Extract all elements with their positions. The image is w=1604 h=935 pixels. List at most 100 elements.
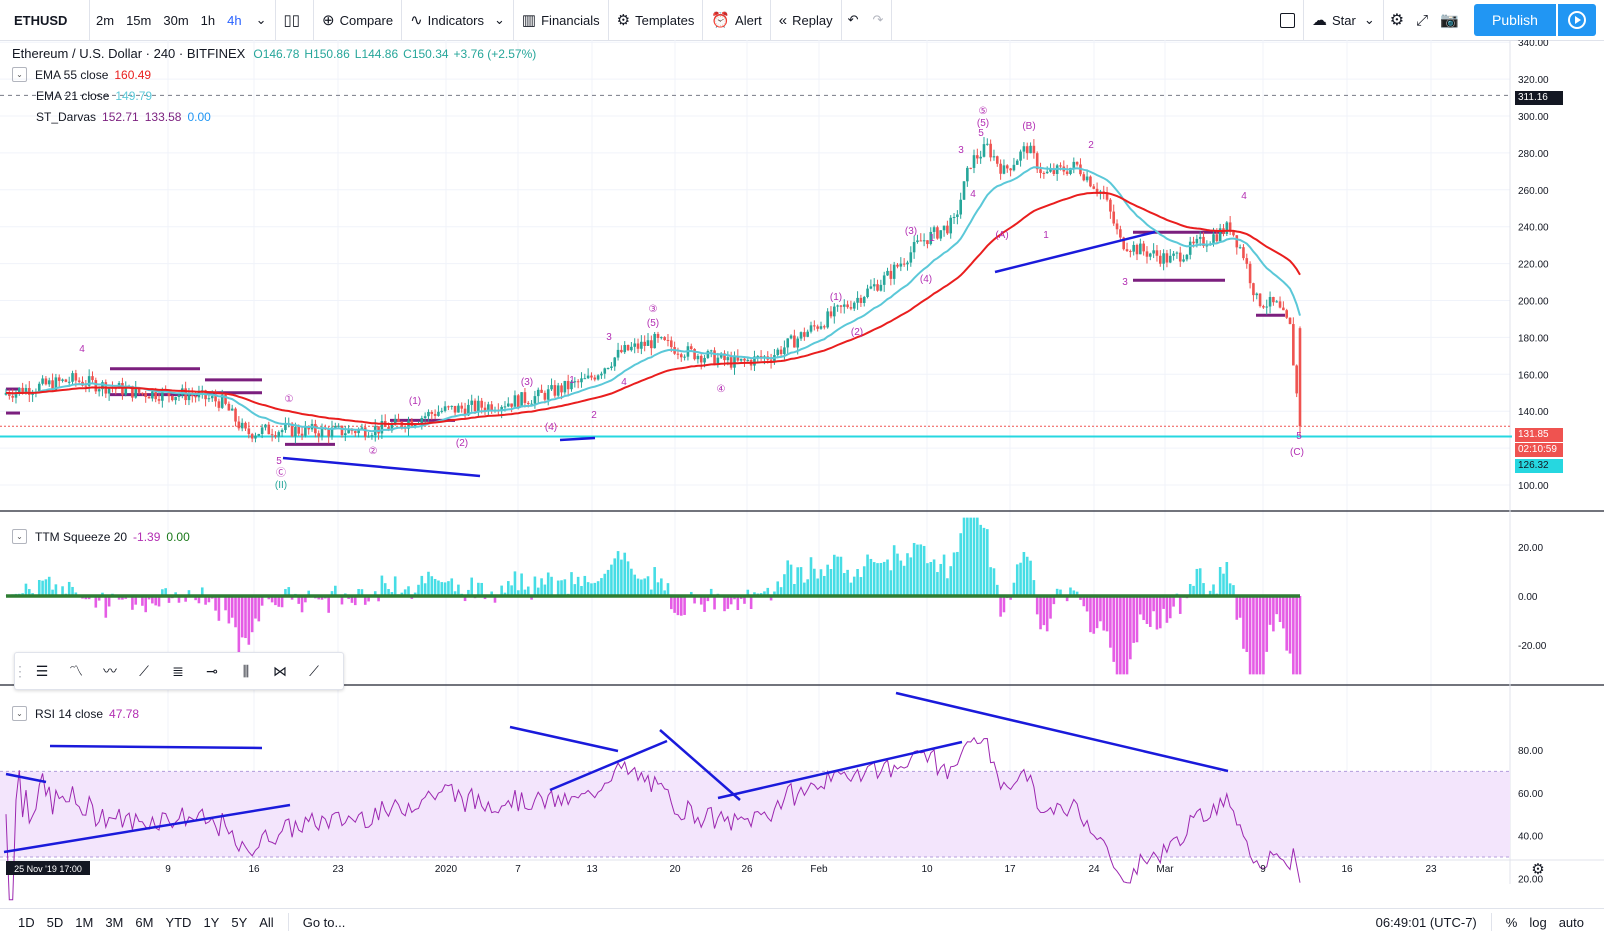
interval-dropdown[interactable]: ⌄: [248, 0, 276, 40]
interval-15m[interactable]: 15m: [126, 12, 152, 28]
alert-button[interactable]: ⏰ Alert: [703, 0, 771, 40]
layout-button[interactable]: ☁ Star ⌄: [1304, 0, 1384, 40]
compare-button[interactable]: ⊕ Compare: [314, 0, 403, 40]
candle-body: [87, 376, 91, 386]
range-1m[interactable]: 1M: [75, 914, 94, 930]
interval-2m[interactable]: 2m: [96, 12, 115, 28]
elliott-wave-icon[interactable]: 〰: [103, 663, 117, 679]
candle-body: [280, 430, 284, 433]
horizontal-ray-icon[interactable]: ⊸: [206, 662, 218, 679]
candle-body: [380, 420, 384, 434]
candle-body: [1245, 258, 1249, 264]
range-1y[interactable]: 1Y: [203, 914, 220, 930]
pattern-tool-icon[interactable]: ⋈: [273, 662, 287, 679]
play-button[interactable]: [1558, 4, 1596, 36]
log-toggle[interactable]: log: [1529, 914, 1547, 930]
range-all[interactable]: All: [259, 914, 274, 930]
collapse-icon[interactable]: ⌄: [12, 67, 27, 82]
symbol-search[interactable]: ETHUSD: [0, 0, 90, 40]
range-3m[interactable]: 3M: [105, 914, 124, 930]
wave-label: ①: [285, 394, 294, 405]
financials-button[interactable]: ▥ Financials: [514, 0, 609, 40]
price-tick-label: 220.00: [1518, 260, 1549, 271]
candle-body: [1185, 254, 1189, 260]
candle-body: [583, 378, 587, 380]
drag-handle-icon[interactable]: ⋮: [13, 662, 27, 679]
candle-body: [1275, 301, 1279, 303]
candle-body: [526, 402, 530, 404]
candle-body: [626, 345, 630, 351]
indicators-icon: ∿: [410, 12, 423, 29]
snapshot-button[interactable]: 📷: [1434, 0, 1465, 40]
redo-button[interactable]: ↷: [864, 0, 893, 40]
indicators-button[interactable]: ∿ Indicators ⌄: [402, 0, 514, 40]
path-tool-icon[interactable]: ⟋: [139, 662, 149, 679]
interval-30m[interactable]: 30m: [163, 12, 189, 28]
alarm-clock-icon: ⏰: [711, 12, 731, 29]
wave-label: 5: [1296, 431, 1302, 442]
wave-label: 4: [970, 189, 976, 200]
candle-body: [729, 357, 733, 368]
auto-toggle[interactable]: auto: [1558, 914, 1584, 930]
candle-body: [1035, 153, 1039, 170]
candle-body: [77, 380, 81, 382]
abc-pattern-icon[interactable]: 〽: [69, 663, 83, 679]
fib-channel-icon[interactable]: ≣: [172, 662, 184, 679]
candle-body: [1042, 173, 1046, 175]
interval-4h[interactable]: 4h: [227, 12, 242, 28]
expand-button[interactable]: ⤢: [1410, 0, 1434, 40]
candle-body: [630, 346, 633, 351]
ema55-legend-row[interactable]: ⌄ EMA 55 close 160.49: [12, 64, 536, 85]
candle-body: [600, 373, 603, 376]
candle-body: [513, 395, 517, 407]
vertical-lines-icon[interactable]: ⫼: [242, 662, 250, 679]
undo-button[interactable]: ↶: [842, 0, 865, 40]
candle-body: [1205, 245, 1209, 247]
time-tick-label: Feb: [810, 864, 828, 875]
range-5d[interactable]: 5D: [46, 914, 64, 930]
candle-body: [1059, 165, 1062, 167]
range-6m[interactable]: 6M: [135, 914, 154, 930]
collapse-icon[interactable]: ⌄: [12, 706, 27, 721]
candle-body: [779, 349, 783, 355]
candle-body: [590, 375, 593, 378]
candle-body: [563, 380, 567, 393]
compare-label: Compare: [339, 12, 394, 28]
range-ytd[interactable]: YTD: [165, 914, 192, 930]
candle-body: [194, 395, 197, 398]
candle-body: [1162, 253, 1165, 264]
range-1d[interactable]: 1D: [18, 914, 35, 930]
percent-toggle[interactable]: %: [1505, 914, 1518, 930]
candle-body: [420, 418, 424, 424]
goto-button[interactable]: Go to...: [302, 914, 346, 930]
trend-line-icon[interactable]: ⟋: [309, 662, 319, 679]
range-5y[interactable]: 5Y: [231, 914, 248, 930]
candle-body: [1298, 328, 1302, 427]
templates-button[interactable]: ⚙ Templates: [609, 0, 704, 40]
ema21-legend-row[interactable]: EMA 21 close 149.79: [12, 85, 536, 106]
darvas-value-1: 152.71: [102, 109, 139, 124]
collapse-icon[interactable]: ⌄: [12, 529, 27, 544]
replay-button[interactable]: «Replay: [771, 0, 842, 40]
settings-button[interactable]: ⚙: [1384, 0, 1410, 40]
price-tick-label: 100.00: [1518, 481, 1549, 492]
publish-button[interactable]: Publish: [1474, 4, 1556, 36]
candle-body: [829, 311, 833, 317]
candle-body: [530, 403, 533, 405]
rsi-legend[interactable]: ⌄ RSI 14 close 47.78: [12, 703, 139, 724]
lines-tool-icon[interactable]: ☰: [35, 662, 49, 679]
candle-body: [214, 396, 217, 402]
price-tick-label: 160.00: [1518, 370, 1549, 381]
interval-1h[interactable]: 1h: [200, 12, 216, 28]
candle-body: [443, 406, 447, 411]
low-value: L144.86: [354, 46, 399, 61]
ttm-legend[interactable]: ⌄ TTM Squeeze 20 -1.39 0.00: [12, 526, 190, 547]
wave-label: 5: [978, 128, 984, 139]
fullscreen-toggle-button[interactable]: [1272, 0, 1304, 40]
darvas-legend-row[interactable]: ST_Darvas 152.71 133.58 0.00: [12, 106, 536, 127]
chart-type-button[interactable]: ▯▯: [276, 0, 315, 40]
wave-label: 4: [79, 344, 85, 355]
candle-body: [440, 410, 444, 412]
candle-body: [264, 424, 267, 428]
